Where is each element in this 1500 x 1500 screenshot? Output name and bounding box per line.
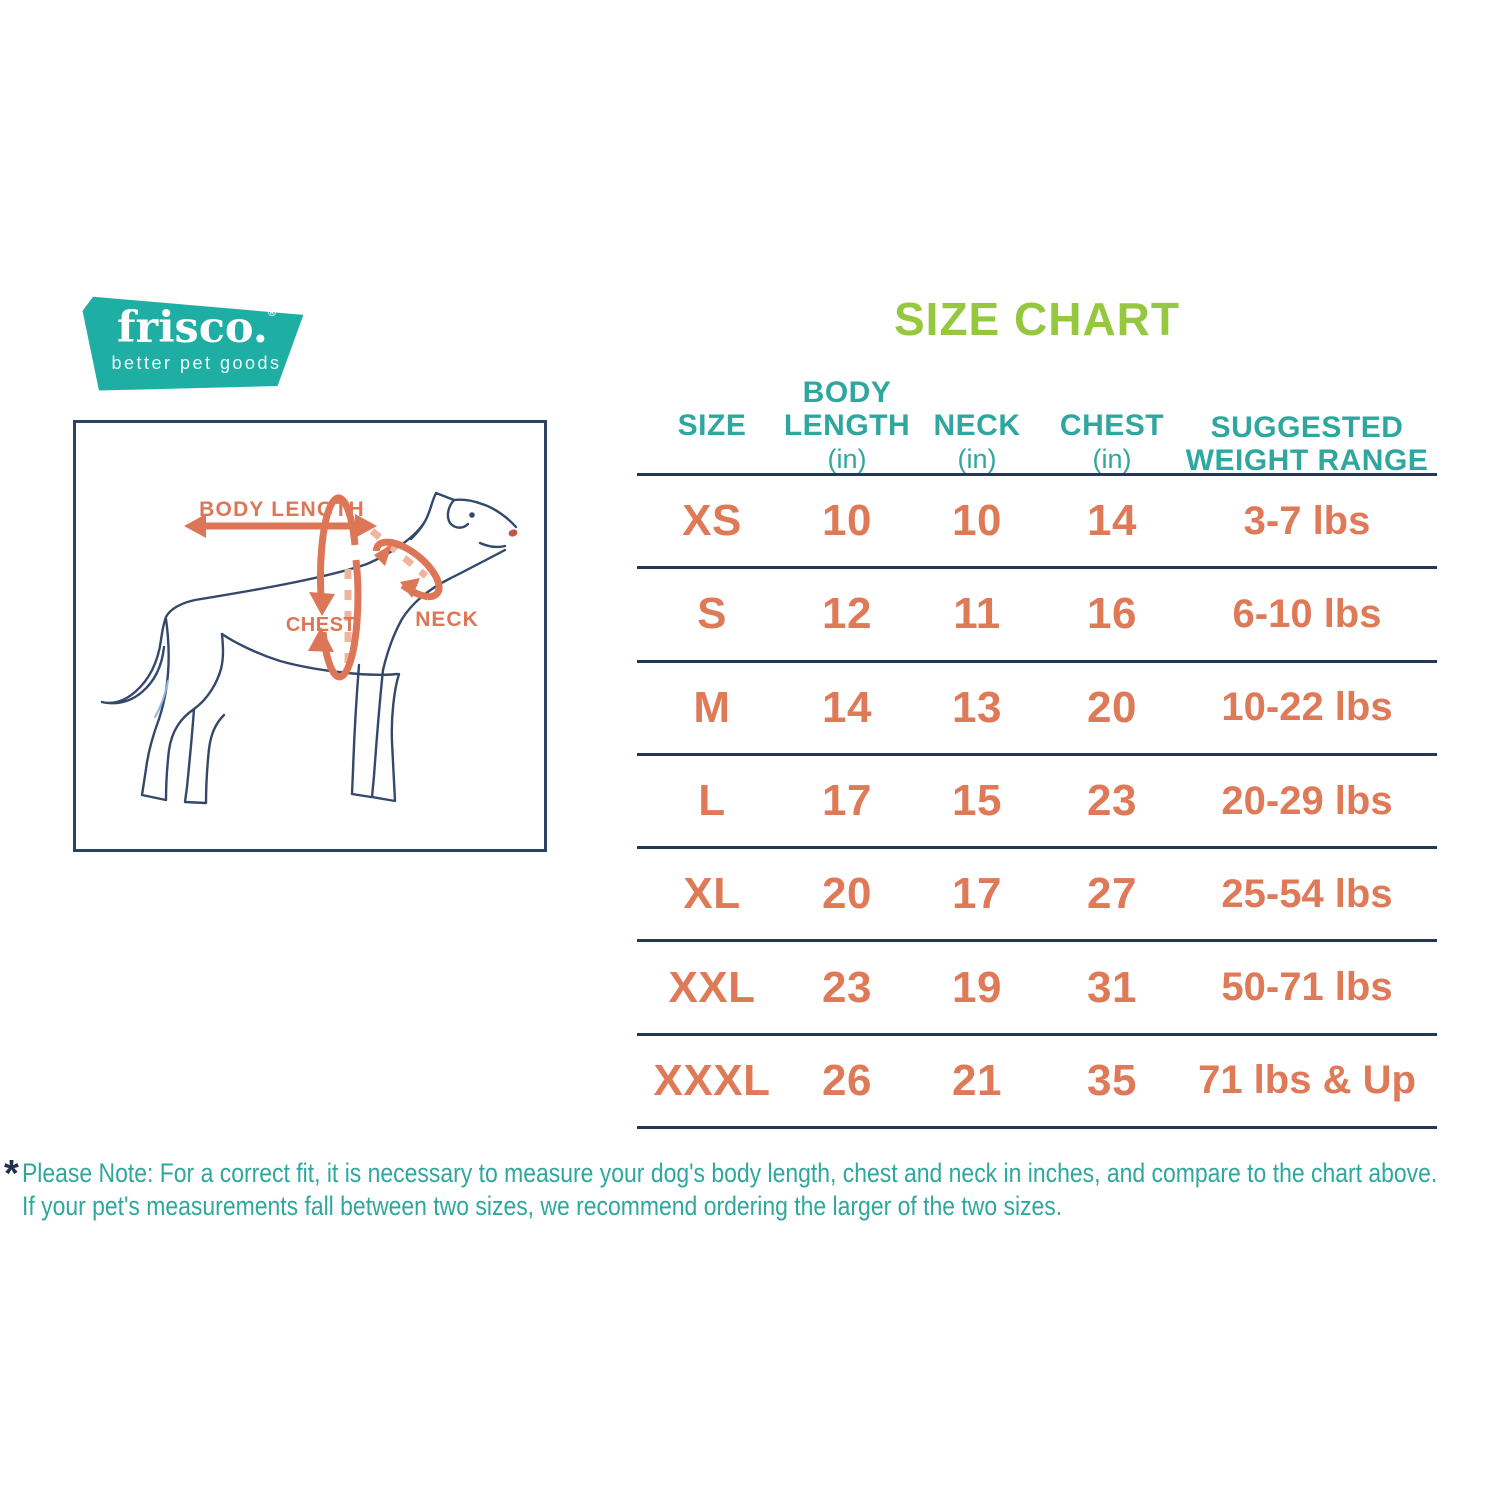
dog-measurement-diagram: BODY LENGTH CHEST NECK bbox=[73, 420, 547, 852]
chest-girth-arrows bbox=[308, 494, 362, 681]
leg-highlight-line bbox=[154, 680, 169, 718]
cell-neck: 17 bbox=[952, 869, 1002, 919]
cell-chest: 14 bbox=[1087, 496, 1137, 546]
cell-neck: 21 bbox=[952, 1055, 1002, 1105]
body-length-arrow bbox=[184, 514, 377, 538]
footnote-asterisk: * bbox=[4, 1153, 19, 1195]
body-length-label: BODY LENGTH bbox=[199, 498, 365, 521]
cell-chest: 27 bbox=[1087, 869, 1137, 919]
cell-neck: 10 bbox=[952, 496, 1002, 546]
cell-body-length: 17 bbox=[822, 776, 872, 826]
table-row-m: M 14 13 20 10-22 lbs bbox=[637, 663, 1437, 756]
cell-body-length: 10 bbox=[822, 496, 872, 546]
column-header-body-length: BODY LENGTH (in) bbox=[773, 376, 921, 477]
cell-size: XXL bbox=[668, 962, 756, 1012]
cell-chest: 23 bbox=[1087, 776, 1137, 826]
logo-wordmark: frisco.® bbox=[117, 303, 276, 353]
cell-size: M bbox=[693, 682, 731, 732]
cell-chest: 35 bbox=[1087, 1055, 1137, 1105]
cell-weight: 6-10 lbs bbox=[1232, 591, 1382, 636]
cell-body-length: 23 bbox=[822, 962, 872, 1012]
table-row-l: L 17 15 23 20-29 lbs bbox=[637, 756, 1437, 850]
cell-chest: 20 bbox=[1087, 682, 1137, 732]
chest-label: CHEST bbox=[286, 614, 356, 636]
cell-size: XXXL bbox=[653, 1055, 771, 1105]
page-title: SIZE CHART bbox=[894, 293, 1180, 345]
frisco-logo: frisco.® better pet goods bbox=[82, 296, 304, 391]
unit-label: (in) bbox=[827, 444, 867, 474]
footnote-line-2: If your pet's measurements fall between … bbox=[21, 1191, 1062, 1221]
cell-neck: 19 bbox=[952, 962, 1002, 1012]
cell-weight: 10-22 lbs bbox=[1221, 685, 1393, 730]
footnote-line-1: Please Note: For a correct fit, it is ne… bbox=[21, 1158, 1438, 1188]
table-row-xs: XS 10 10 14 3-7 lbs bbox=[637, 476, 1437, 570]
size-chart-header: SIZE BODY LENGTH (in) NECK (in) CHEST (i… bbox=[637, 376, 1437, 477]
unit-label: (in) bbox=[1092, 444, 1132, 474]
cell-size: L bbox=[698, 776, 726, 826]
table-row-xl: XL 20 17 27 25-54 lbs bbox=[637, 849, 1437, 943]
cell-size: S bbox=[697, 589, 727, 639]
cell-neck: 11 bbox=[953, 589, 1001, 639]
column-header-weight-range: SUGGESTED WEIGHT RANGE bbox=[1185, 411, 1429, 477]
dog-outline bbox=[100, 491, 518, 805]
unit-label: (in) bbox=[957, 444, 997, 474]
cell-size: XL bbox=[683, 869, 741, 919]
table-row-xxl: XXL 23 19 31 50-71 lbs bbox=[637, 942, 1437, 1036]
registered-trademark-icon: ® bbox=[267, 307, 276, 319]
size-chart-table: XS 10 10 14 3-7 lbs S 12 11 16 6-10 lbs … bbox=[637, 473, 1437, 1130]
cell-weight: 50-71 lbs bbox=[1221, 965, 1393, 1010]
column-header-chest: CHEST (in) bbox=[1033, 376, 1191, 477]
cell-body-length: 12 bbox=[822, 589, 872, 639]
cell-neck: 15 bbox=[952, 776, 1002, 826]
cell-size: XS bbox=[682, 496, 742, 546]
dog-illustration: BODY LENGTH CHEST NECK bbox=[100, 491, 518, 805]
footnote-text: Please Note: For a correct fit, it is ne… bbox=[22, 1157, 1500, 1223]
cell-neck: 13 bbox=[952, 682, 1002, 732]
neck-label: NECK bbox=[415, 608, 479, 631]
column-header-neck: NECK (in) bbox=[893, 376, 1061, 477]
dashed-guides bbox=[344, 528, 429, 665]
dog-nose bbox=[508, 529, 518, 537]
neck-girth-arrows bbox=[372, 538, 443, 601]
table-row-s: S 12 11 16 6-10 lbs bbox=[637, 569, 1437, 663]
dog-eye bbox=[469, 512, 475, 518]
cell-weight: 71 lbs & Up bbox=[1198, 1058, 1416, 1103]
logo-tagline: better pet goods bbox=[111, 353, 282, 373]
cell-chest: 31 bbox=[1087, 962, 1137, 1012]
cell-chest: 16 bbox=[1087, 589, 1137, 639]
cell-weight: 20-29 lbs bbox=[1221, 778, 1393, 823]
cell-weight: 3-7 lbs bbox=[1243, 498, 1371, 543]
footnote: * Please Note: For a correct fit, it is … bbox=[4, 1153, 1500, 1223]
column-header-size: SIZE bbox=[677, 409, 747, 442]
cell-body-length: 26 bbox=[822, 1055, 872, 1105]
cell-body-length: 20 bbox=[822, 869, 872, 919]
table-row-xxxl: XXXL 26 21 35 71 lbs & Up bbox=[637, 1036, 1437, 1130]
cell-body-length: 14 bbox=[822, 682, 872, 732]
cell-weight: 25-54 lbs bbox=[1221, 871, 1393, 916]
